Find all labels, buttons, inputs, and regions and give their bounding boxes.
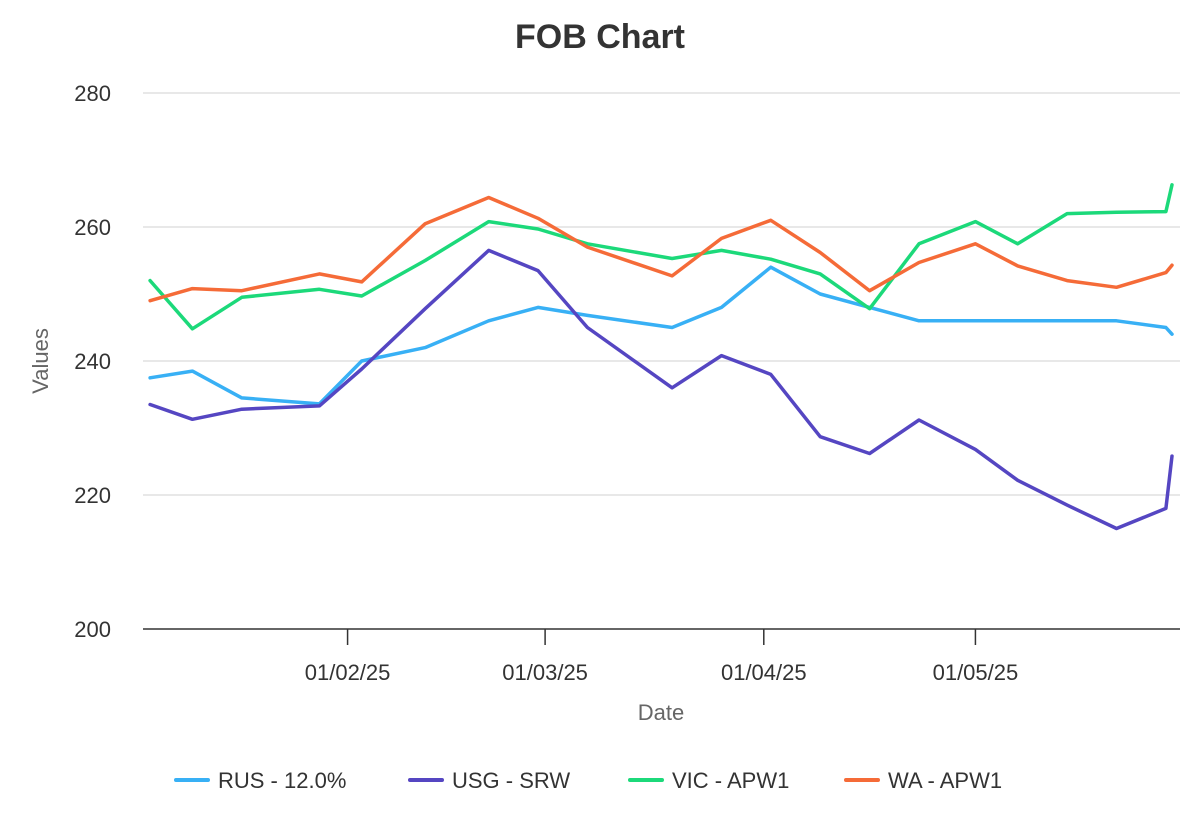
- x-tick-label: 01/02/25: [305, 660, 391, 685]
- x-tick-label: 01/04/25: [721, 660, 807, 685]
- series-line-3[interactable]: [148, 183, 1174, 331]
- legend: RUS - 12.0% USG - SRW VIC - APW1 WA - APW1: [174, 768, 1002, 793]
- legend-item[interactable]: VIC - APW1: [628, 768, 789, 793]
- series-line-2[interactable]: [148, 248, 1174, 531]
- chart-title: FOB Chart: [515, 18, 685, 56]
- legend-item[interactable]: WA - APW1: [844, 768, 1002, 793]
- legend-item[interactable]: RUS - 12.0%: [174, 768, 346, 793]
- series-lines: [148, 183, 1174, 531]
- y-tick-label: 200: [74, 617, 111, 642]
- series-line-1[interactable]: [148, 265, 1174, 406]
- y-tick-label: 280: [74, 81, 111, 106]
- y-tick-label: 260: [74, 215, 111, 240]
- legend-label: RUS - 12.0%: [218, 768, 346, 793]
- axes: 200 220 240 260 280 01/02/25 01/03/25 01/04/25 0…: [74, 81, 1180, 685]
- x-tick-label: 01/03/25: [502, 660, 588, 685]
- y-tick-label: 220: [74, 483, 111, 508]
- legend-label: USG - SRW: [452, 768, 570, 793]
- series-line-4[interactable]: [148, 195, 1174, 303]
- legend-label: VIC - APW1: [672, 768, 789, 793]
- grid: [143, 92, 1180, 496]
- y-tick-label: 240: [74, 349, 111, 374]
- y-axis-title: Values: [28, 328, 53, 394]
- legend-item[interactable]: USG - SRW: [408, 768, 570, 793]
- x-axis-title: Date: [638, 700, 684, 725]
- x-tick-label: 01/05/25: [933, 660, 1019, 685]
- legend-label: WA - APW1: [888, 768, 1002, 793]
